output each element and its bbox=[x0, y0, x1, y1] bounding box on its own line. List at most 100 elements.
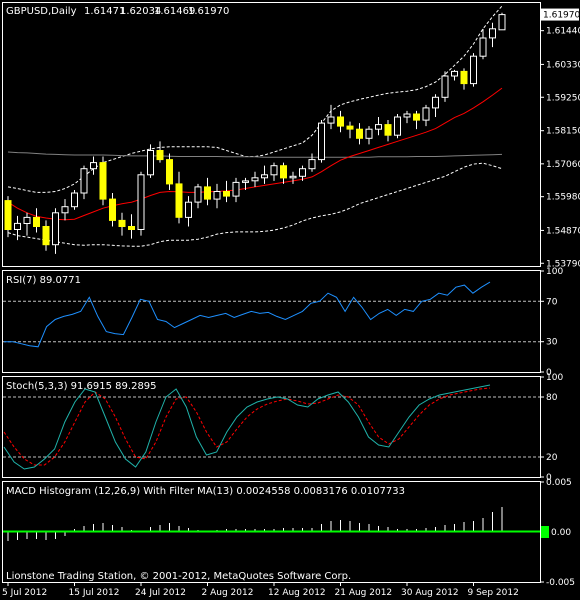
bearish-candle bbox=[413, 113, 420, 121]
bullish-candle bbox=[137, 174, 145, 231]
macd-tick-label: -0.005 bbox=[546, 578, 575, 588]
time-tick-label: 12 Aug 2012 bbox=[268, 588, 326, 598]
bullish-candle bbox=[403, 113, 411, 118]
bullish-candle bbox=[194, 186, 202, 203]
bullish-candle bbox=[23, 216, 31, 224]
price-tick-label: 1.53790 bbox=[546, 259, 580, 269]
rsi-tick-label: 100 bbox=[546, 267, 563, 277]
bullish-candle bbox=[242, 180, 249, 183]
stoch-tick-label: 80 bbox=[546, 393, 558, 403]
bullish-candle bbox=[52, 212, 59, 246]
bullish-candle bbox=[479, 37, 487, 57]
bullish-candle bbox=[432, 96, 439, 109]
bullish-candle bbox=[71, 192, 78, 208]
bullish-candle bbox=[308, 159, 316, 170]
stoch-pane-frame bbox=[2, 376, 541, 478]
bearish-candle bbox=[118, 219, 126, 227]
price-pane-frame bbox=[2, 2, 541, 267]
bullish-candle bbox=[451, 70, 458, 77]
time-tick-label: 21 Aug 2012 bbox=[335, 588, 393, 598]
bearish-candle bbox=[280, 165, 287, 179]
current-price-box bbox=[541, 8, 579, 21]
stochastic-chart bbox=[3, 384, 540, 470]
axis-labels: 1.61440 1.60330 1.59250 1.58150 1.57060 1.559… bbox=[2, 8, 580, 598]
bearish-candle bbox=[204, 186, 211, 200]
price-tick-label: 1.59250 bbox=[546, 93, 580, 103]
price-tick-label: 1.54870 bbox=[546, 226, 580, 236]
time-tick-label: 15 Jul 2012 bbox=[69, 588, 120, 598]
rsi-pane-frame bbox=[2, 270, 541, 373]
price-tick-label: 1.58150 bbox=[546, 127, 580, 137]
stoch-pane-title: Stoch(5,3,3) 91.6915 89.2895 bbox=[6, 381, 157, 392]
bullish-candle bbox=[270, 165, 278, 176]
bearish-candle bbox=[337, 116, 344, 127]
time-tick-label: 9 Sep 2012 bbox=[468, 588, 519, 598]
time-tick-label: 24 Jul 2012 bbox=[135, 588, 186, 598]
bearish-candle bbox=[346, 125, 354, 130]
ohlc-open: 1.61471 bbox=[84, 6, 125, 17]
bullish-candle bbox=[147, 150, 154, 176]
bullish-candle bbox=[318, 122, 325, 161]
price-tick-label: 1.60330 bbox=[546, 60, 580, 70]
stoch-main-line bbox=[3, 384, 491, 470]
price-tick-label: 1.61440 bbox=[546, 27, 580, 37]
bearish-candle bbox=[109, 198, 116, 221]
rsi-tick-label: 30 bbox=[546, 338, 558, 348]
price-chart bbox=[4, 5, 506, 254]
bullish-candle bbox=[470, 55, 477, 85]
bearish-candle bbox=[460, 70, 468, 85]
macd-tick-label: 0.005 bbox=[546, 478, 572, 488]
bullish-candle bbox=[441, 75, 449, 98]
bollinger-lower-line bbox=[7, 162, 503, 247]
bullish-candle bbox=[498, 14, 506, 31]
bearish-candle bbox=[42, 226, 50, 246]
stoch-tick-label: 20 bbox=[546, 453, 558, 463]
rsi-tick-label: 0 bbox=[546, 368, 552, 378]
bearish-candle bbox=[175, 183, 183, 218]
bullish-candle bbox=[289, 175, 297, 179]
bearish-candle bbox=[99, 162, 107, 200]
price-pane-title: GBPUSD,Daily bbox=[6, 6, 77, 17]
bearish-candle bbox=[384, 124, 392, 136]
bullish-candle bbox=[375, 124, 382, 130]
bullish-candle bbox=[365, 128, 373, 139]
stoch-tick-label: 0 bbox=[546, 473, 552, 483]
macd-pane-title: MACD Histogram (12,26,9) With Filter MA(… bbox=[6, 486, 405, 497]
copyright-text: Lionstone Trading Station, © 2001-2012, … bbox=[6, 571, 351, 582]
rsi-chart bbox=[3, 281, 540, 348]
bullish-candle bbox=[261, 174, 268, 179]
macd-zero-label: 0.00 bbox=[551, 528, 571, 538]
bullish-candle bbox=[251, 177, 259, 182]
bearish-candle bbox=[128, 226, 135, 230]
current-price-label: 1.61970 bbox=[543, 11, 580, 21]
ohlc-low: 1.61469 bbox=[154, 6, 195, 17]
price-tick-label: 1.57060 bbox=[546, 160, 580, 170]
moving-average-gray-line bbox=[7, 151, 503, 158]
stoch-signal-line bbox=[3, 387, 491, 466]
bullish-candle bbox=[422, 107, 430, 121]
rsi-pane-title: RSI(7) 89.0771 bbox=[6, 275, 81, 286]
bullish-candle bbox=[61, 206, 69, 214]
bullish-candle bbox=[90, 162, 97, 170]
bearish-candle bbox=[156, 150, 164, 161]
bullish-candle bbox=[299, 168, 306, 177]
bullish-candle bbox=[213, 191, 221, 200]
bullish-candle bbox=[232, 181, 240, 197]
bullish-candle bbox=[185, 201, 192, 218]
stoch-tick-label: 100 bbox=[546, 373, 563, 383]
ohlc-high: 1.62034 bbox=[120, 6, 161, 17]
time-tick-label: 5 Jul 2012 bbox=[2, 588, 47, 598]
bearish-candle bbox=[356, 128, 363, 139]
price-tick-label: 1.55980 bbox=[546, 193, 580, 203]
macd-chart bbox=[3, 507, 540, 541]
ohlc-close: 1.61970 bbox=[188, 6, 229, 17]
rsi-tick-label: 70 bbox=[546, 297, 558, 307]
time-tick-label: 2 Aug 2012 bbox=[202, 588, 254, 598]
bullish-candle bbox=[489, 28, 496, 39]
bullish-candle bbox=[327, 116, 335, 124]
bullish-candle bbox=[80, 168, 88, 194]
time-tick-label: 30 Aug 2012 bbox=[401, 588, 459, 598]
bullish-candle bbox=[394, 116, 401, 136]
